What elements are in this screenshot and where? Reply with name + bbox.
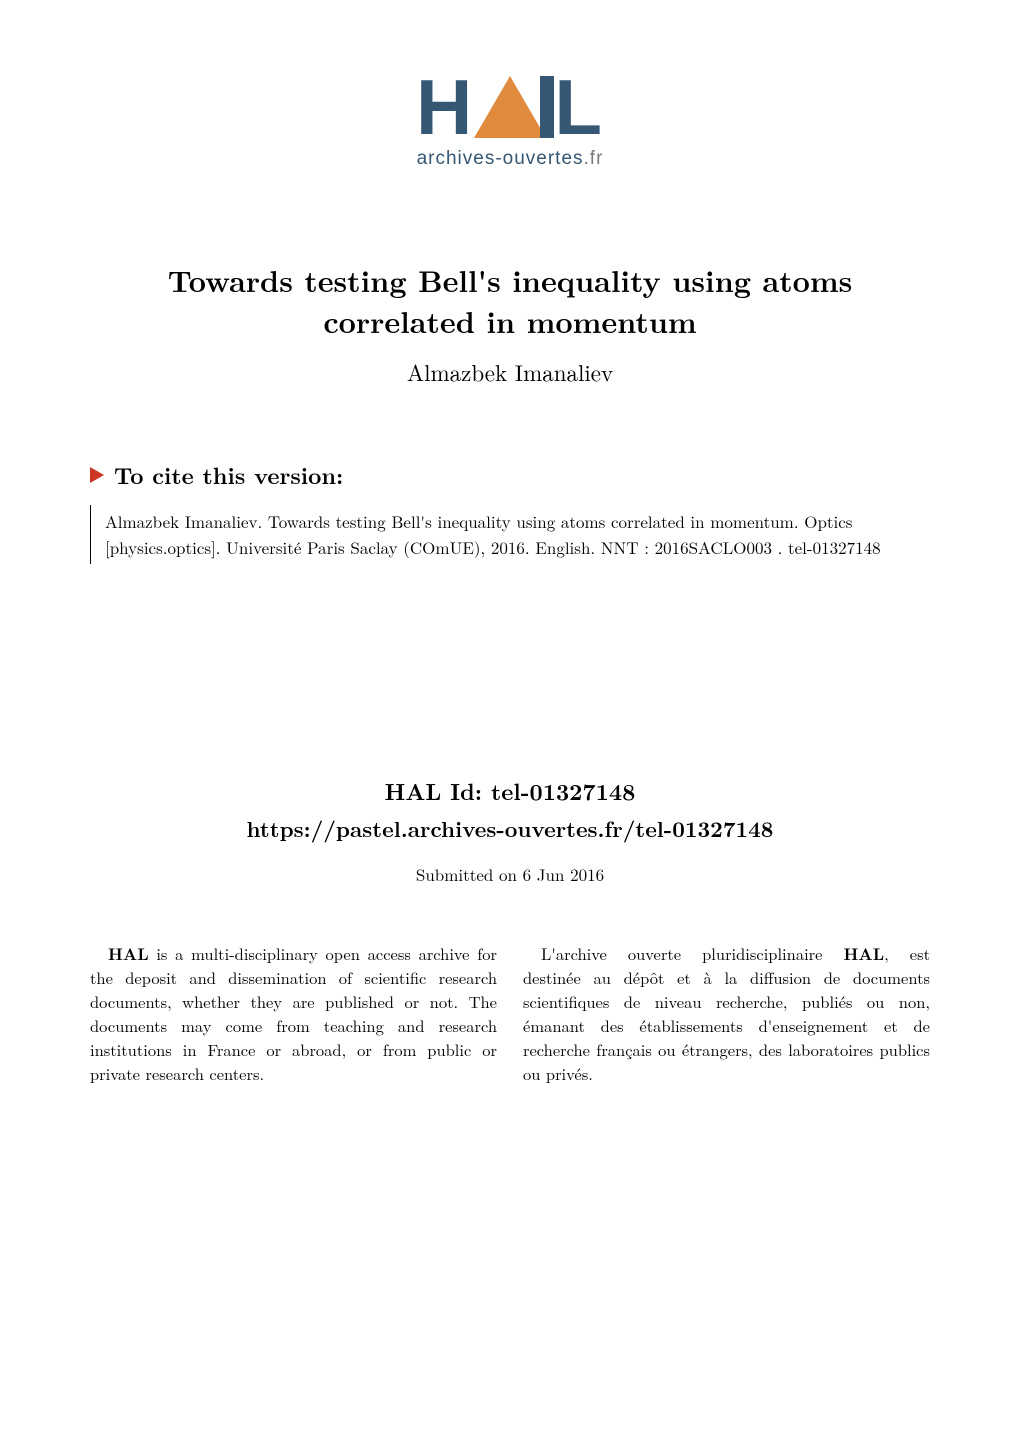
hal-logo-inner: HL archives-ouvertes.fr	[416, 70, 604, 170]
logo-letter-h: H	[416, 63, 474, 151]
description-columns: HAL is a multi-disciplinary open access …	[90, 942, 930, 1086]
hal-id: HAL Id: tel-01327148	[90, 774, 930, 807]
document-author: Almazbek Imanaliev	[90, 355, 930, 388]
logo-sub-right: .fr	[584, 148, 604, 169]
logo-letter-a-block	[474, 82, 554, 144]
caret-right-icon	[90, 467, 104, 483]
logo-letter-l: L	[554, 63, 604, 151]
hal-logo: HL archives-ouvertes.fr	[90, 70, 930, 170]
hal-logo-wordmark: HL	[416, 70, 604, 144]
hal-logo-subtitle: archives-ouvertes.fr	[416, 148, 604, 170]
hal-url: https://pastel.archives-ouvertes.fr/tel-…	[90, 813, 930, 844]
hal-id-block: HAL Id: tel-01327148 https://pastel.arch…	[90, 774, 930, 886]
col-left-text: is a multi-disciplinary open access arch…	[90, 941, 497, 1085]
title-block: Towards testing Bell's inequality using …	[90, 260, 930, 388]
column-left: HAL is a multi-disciplinary open access …	[90, 942, 497, 1086]
logo-sub-left: archives-ouvertes	[417, 148, 584, 169]
cite-header: To cite this version:	[90, 458, 930, 491]
submitted-date: Submitted on 6 Jun 2016	[90, 862, 930, 886]
col-right-bold: HAL	[844, 941, 885, 965]
cite-body: Almazbek Imanaliev. Towards testing Bell…	[90, 505, 930, 564]
document-title: Towards testing Bell's inequality using …	[90, 260, 930, 341]
column-right: L'archive ouverte pluridisciplinaire HAL…	[523, 942, 930, 1086]
logo-triangle-icon	[474, 76, 546, 138]
col-right-pre: L'archive ouverte pluridisciplinaire	[541, 941, 844, 965]
col-left-lead: HAL	[108, 941, 149, 965]
logo-letter-l-stroke	[540, 76, 554, 138]
cite-heading: To cite this version:	[114, 458, 343, 491]
cite-section: To cite this version: Almazbek Imanaliev…	[90, 458, 930, 564]
